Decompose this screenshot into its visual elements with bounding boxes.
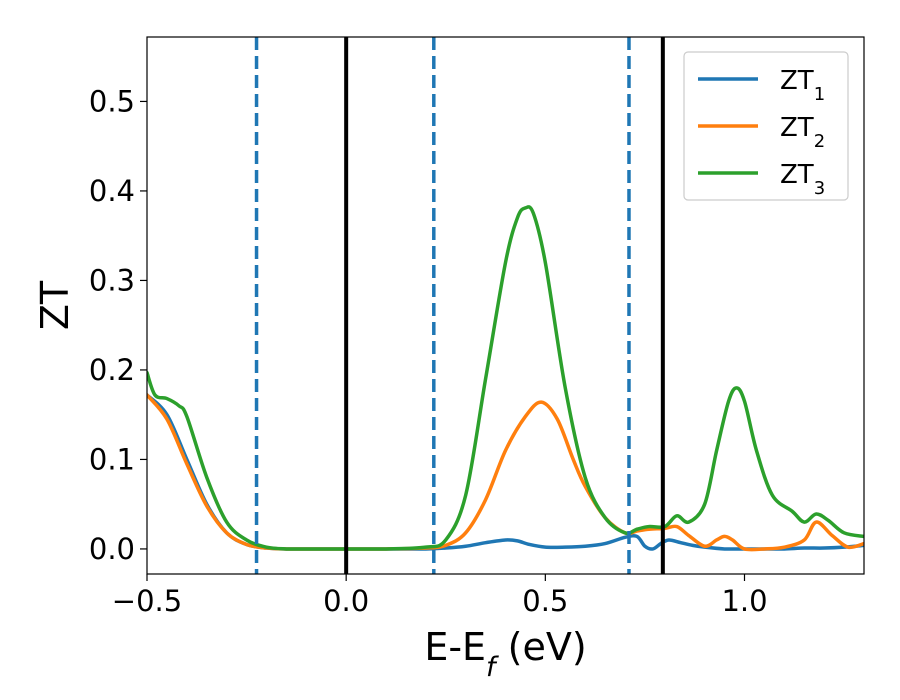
x-tick-label: 0.0 [323, 584, 369, 618]
legend-label-zt2: ZT2 [780, 113, 825, 152]
x-tick-label: −0.5 [112, 584, 182, 618]
x-tick-label: 1.0 [721, 584, 767, 618]
y-axis-label: ZT [33, 280, 77, 330]
y-tick-label: 0.5 [89, 84, 135, 118]
y-tick-label: 0.2 [89, 353, 135, 387]
y-tick-label: 0.4 [89, 174, 135, 208]
y-tick-label: 0.0 [89, 532, 135, 566]
series-line-zt3 [147, 205, 864, 551]
y-tick-label: 0.3 [89, 263, 135, 297]
axes-frame [146, 36, 865, 575]
x-axis-label: E-Ef (eV) [424, 625, 586, 683]
legend-label-zt1: ZT1 [780, 66, 825, 105]
y-tick-label: 0.1 [89, 442, 135, 476]
legend-label-zt3: ZT3 [780, 160, 825, 199]
legend-box [683, 51, 849, 201]
x-tick-label: 0.5 [522, 584, 568, 618]
